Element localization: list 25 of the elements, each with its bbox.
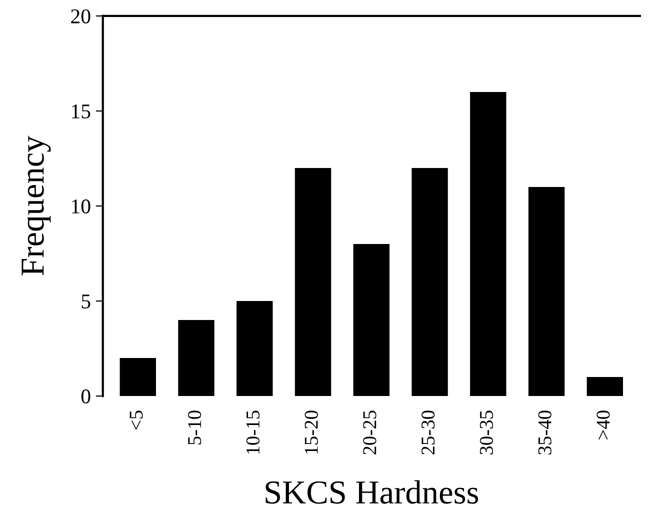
x-tick-label: 30-35 bbox=[480, 410, 494, 454]
y-tick-label: 15 bbox=[72, 104, 90, 118]
bar bbox=[470, 92, 506, 396]
x-tick-label: 10-15 bbox=[246, 410, 260, 454]
x-axis-title: SKCS Hardness bbox=[266, 480, 478, 504]
x-tick-label: 5-10 bbox=[188, 410, 202, 444]
x-tick-label: >40 bbox=[596, 410, 610, 440]
x-tick-label: 35-40 bbox=[538, 410, 552, 454]
bar bbox=[236, 301, 273, 396]
y-tick-label: 0 bbox=[81, 389, 90, 404]
bar bbox=[294, 168, 332, 396]
y-tick-label: 20 bbox=[71, 9, 90, 24]
x-tick-label: 20-25 bbox=[363, 410, 376, 454]
x-tick-label: 15-20 bbox=[304, 410, 318, 454]
x-tick-label: 25-30 bbox=[422, 410, 435, 454]
bar bbox=[353, 244, 390, 396]
bar bbox=[120, 358, 156, 396]
y-tick-label: 5 bbox=[82, 294, 90, 308]
y-tick-label: 10 bbox=[72, 199, 90, 214]
x-tick-label: <5 bbox=[130, 410, 143, 430]
bar bbox=[528, 186, 565, 396]
bar bbox=[412, 168, 448, 396]
y-axis-title: Frequency bbox=[22, 136, 51, 276]
bar bbox=[178, 320, 214, 396]
bar bbox=[586, 377, 624, 396]
